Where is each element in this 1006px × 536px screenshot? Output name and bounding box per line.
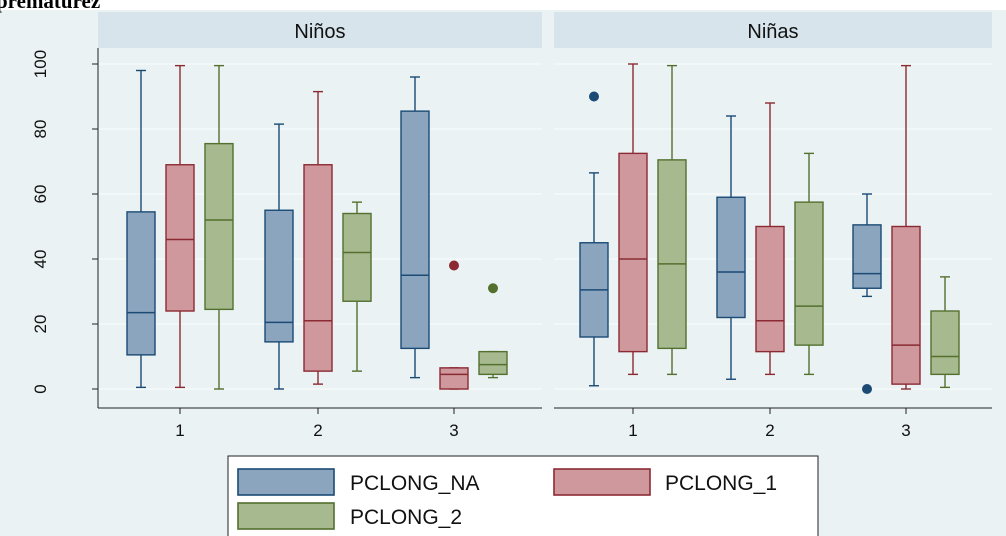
- box-pclong-na: [716, 115, 746, 380]
- legend-swatch: [237, 502, 335, 530]
- x-tick-label: 2: [313, 421, 322, 440]
- legend-entry: PCLONG_2: [237, 502, 462, 530]
- box-pclong-1: [303, 90, 333, 385]
- legend-entry: PCLONG_NA: [237, 468, 480, 496]
- box-iqr: [126, 211, 156, 356]
- box-pclong-2: [204, 64, 234, 390]
- panel-title: Niñas: [747, 21, 798, 43]
- panel-2: Niñas 1 2 3: [554, 12, 992, 440]
- box-iqr: [618, 152, 648, 353]
- x-tick-label: 1: [628, 421, 637, 440]
- box-pclong-1: [891, 64, 921, 390]
- box-iqr: [755, 225, 785, 353]
- box-pclong-1: [755, 102, 785, 376]
- box-iqr: [794, 201, 824, 346]
- outlier-point: [589, 91, 599, 102]
- figure-caption: prematurez: [0, 0, 100, 13]
- box-iqr: [264, 209, 294, 343]
- legend-label: PCLONG_NA: [350, 472, 480, 495]
- x-tick-label: 3: [901, 421, 910, 440]
- box-pclong-2: [930, 276, 960, 389]
- box-iqr: [852, 224, 882, 289]
- box-pclong-na: [126, 69, 156, 389]
- box-iqr: [303, 164, 333, 372]
- legend-swatch: [237, 468, 335, 496]
- legend-label: PCLONG_1: [665, 472, 777, 495]
- legend: PCLONG_NA PCLONG_1 PCLONG_2: [227, 455, 819, 536]
- x-tick-label: 1: [175, 421, 184, 440]
- y-tick-label: 40: [31, 250, 50, 269]
- box-pclong-na: [264, 123, 294, 390]
- panels: Niños 0 20 40 60 80 100 1 2 3 Niñas 1 2 3: [31, 12, 992, 440]
- outlier-point: [862, 384, 872, 394]
- y-tick-label: 0: [31, 384, 50, 393]
- panel-strip: [554, 12, 992, 48]
- box-iqr: [891, 225, 921, 385]
- box-pclong-2: [342, 201, 372, 372]
- y-tick-label: 20: [31, 315, 50, 334]
- box-iqr: [930, 310, 960, 376]
- box-pclong-1: [165, 64, 195, 389]
- box-iqr: [478, 350, 508, 376]
- box-pclong-na: [400, 76, 430, 379]
- x-tick-label: 2: [765, 421, 774, 440]
- x-tick-label: 3: [449, 421, 458, 440]
- box-pclong-na: [852, 193, 882, 394]
- box-iqr: [165, 164, 195, 312]
- box-pclong-2: [478, 283, 508, 379]
- box-pclong-1: [439, 260, 469, 390]
- box-pclong-2: [794, 152, 824, 376]
- box-iqr: [716, 196, 746, 319]
- box-pclong-2: [657, 64, 687, 376]
- box-iqr: [657, 159, 687, 350]
- outlier-point: [449, 260, 459, 271]
- legend-entry: PCLONG_1: [553, 468, 777, 496]
- y-tick-label: 100: [31, 50, 50, 78]
- outlier-point: [488, 283, 498, 294]
- legend-swatch: [553, 468, 651, 496]
- box-iqr: [342, 212, 372, 302]
- panel-strip: [98, 12, 542, 48]
- box-iqr: [400, 110, 430, 350]
- box-iqr: [204, 142, 234, 311]
- panel-1: Niños 0 20 40 60 80 100 1 2 3: [31, 12, 542, 440]
- legend-label: PCLONG_2: [350, 506, 462, 529]
- box-pclong-na: [579, 91, 609, 387]
- y-tick-label: 80: [31, 120, 50, 139]
- panel-title: Niños: [294, 21, 345, 43]
- y-tick-label: 60: [31, 185, 50, 204]
- box-iqr: [439, 367, 469, 390]
- box-pclong-1: [618, 63, 648, 376]
